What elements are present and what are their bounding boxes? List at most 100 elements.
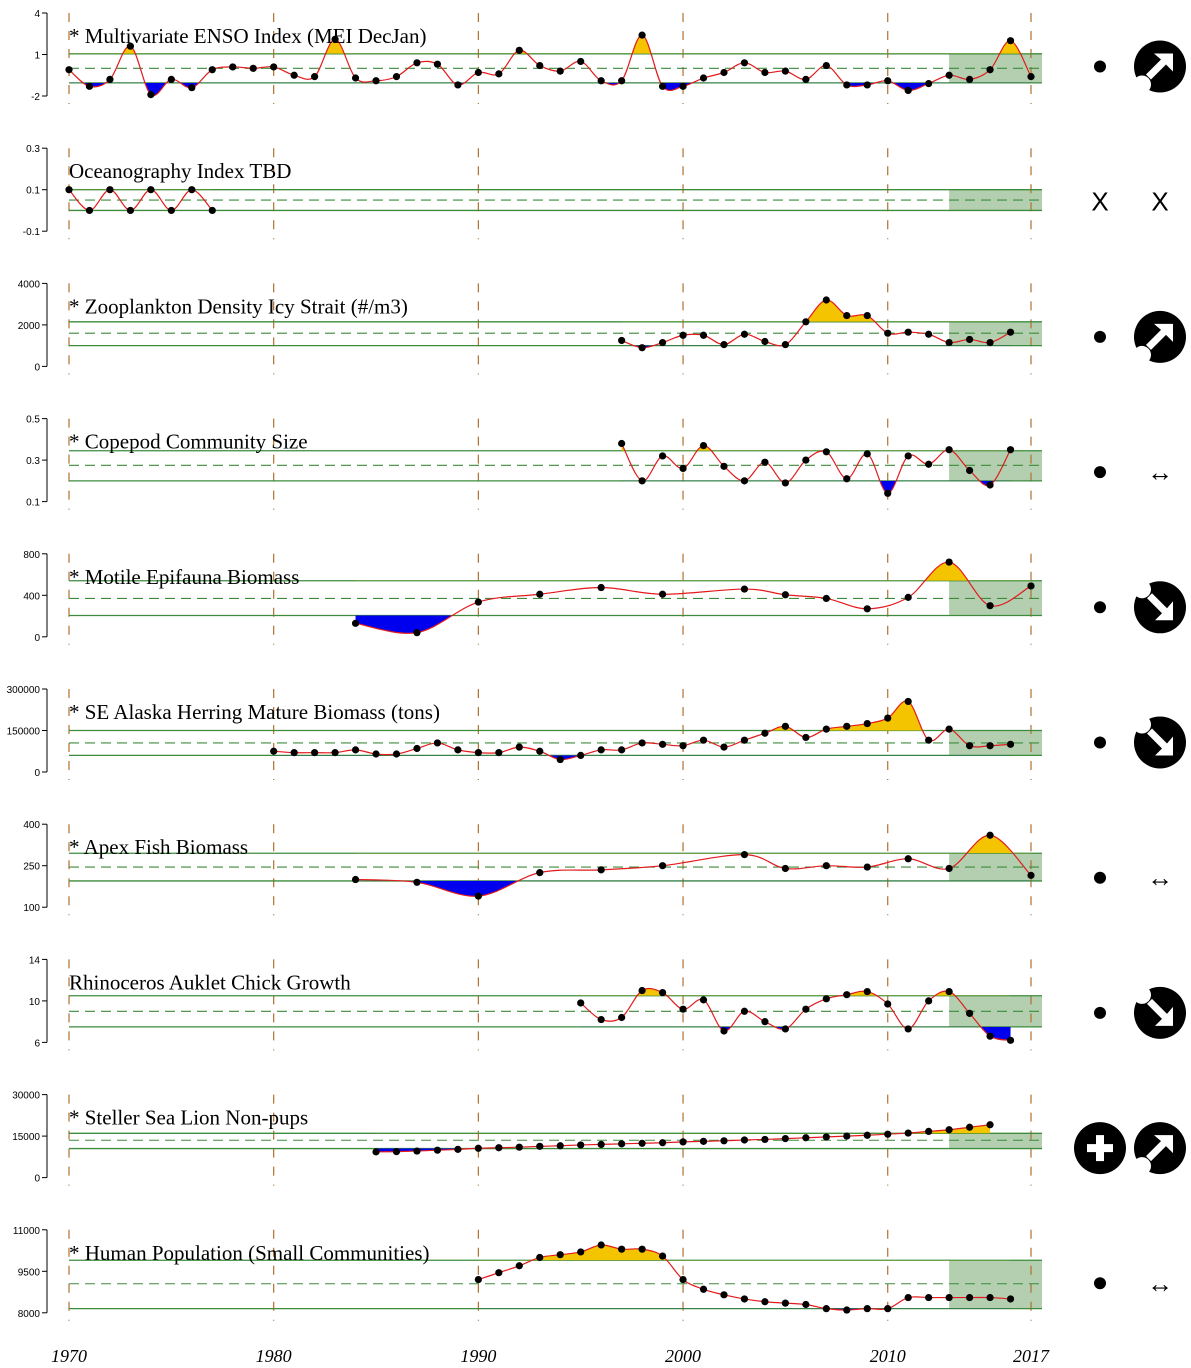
data-point: [638, 739, 646, 747]
y-tick-label: 400: [23, 591, 40, 602]
below-sd-fill: [355, 615, 453, 634]
data-point: [618, 336, 626, 345]
data-point: [945, 987, 953, 996]
data-point: [556, 755, 564, 764]
data-point: [965, 1123, 974, 1131]
data-point: [618, 1245, 626, 1253]
recent-period-band: [949, 853, 1042, 881]
data-point: [597, 1015, 605, 1024]
data-point: [740, 851, 749, 859]
y-tick-label: 0: [34, 768, 40, 779]
data-point: [802, 318, 810, 326]
data-point: [290, 749, 298, 757]
y-tick-label: 0: [34, 1174, 40, 1185]
data-point: [781, 341, 789, 349]
status-dot-icon: [1094, 601, 1106, 614]
data-point: [577, 999, 585, 1007]
data-point: [372, 1148, 380, 1156]
y-tick-label: 10: [29, 997, 41, 1008]
y-tick-label: 1: [34, 51, 40, 62]
data-point: [106, 75, 114, 83]
y-tick-label: 8000: [18, 1309, 41, 1320]
recent-period-band: [949, 1260, 1042, 1309]
data-point: [536, 590, 544, 598]
data-point: [720, 1027, 728, 1035]
y-tick-label: 30000: [12, 1091, 40, 1102]
panel-title: * Human Population (Small Communities): [69, 1241, 430, 1265]
data-point: [822, 1133, 830, 1141]
data-point: [699, 1137, 708, 1145]
indicator-panel: -0.1 0.1 0.3 Oceanography Index TBD X X: [23, 144, 1169, 240]
data-point: [658, 82, 667, 90]
data-point: [638, 1245, 646, 1253]
y-tick-label: 9500: [18, 1267, 41, 1278]
data-point: [925, 330, 933, 338]
data-point: [413, 1147, 421, 1155]
data-point: [781, 1299, 789, 1307]
data-point: [658, 862, 667, 870]
data-point: [474, 1276, 482, 1284]
data-point: [638, 31, 646, 39]
indicator-panel: 0 400 800 * Motile Epifauna Biomass: [23, 550, 1186, 645]
data-point: [965, 1009, 974, 1017]
arrow-down-right-icon: [1133, 580, 1186, 634]
panel-title: Rhinoceros Auklet Chick Growth: [69, 970, 351, 994]
data-point: [740, 736, 749, 744]
x-tick-label: 1990: [460, 1346, 496, 1366]
data-point: [454, 81, 462, 89]
panel-title: * Apex Fish Biomass: [69, 835, 248, 859]
recent-period-band: [949, 189, 1042, 211]
data-point: [945, 725, 953, 733]
y-tick-label: 400: [23, 820, 40, 831]
y-tick-label: 150000: [7, 727, 41, 738]
data-point: [884, 714, 892, 722]
plus-icon: [1074, 1122, 1126, 1175]
data-point: [699, 331, 708, 339]
data-point: [556, 1251, 564, 1259]
recent-period-band: [949, 321, 1042, 346]
data-point: [1027, 73, 1035, 81]
data-point: [699, 736, 708, 744]
data-point: [515, 1262, 523, 1270]
data-point: [658, 452, 667, 460]
data-point: [536, 61, 544, 70]
data-point: [433, 1146, 442, 1154]
data-point: [1006, 1036, 1015, 1044]
status-dot-icon: [1094, 1006, 1106, 1019]
indicator-panel: 0.1 0.3 0.5 * Copepod Community Size ↔: [26, 415, 1173, 510]
data-point: [761, 68, 769, 77]
arrow-up-right-icon: [1133, 310, 1186, 364]
data-point: [945, 558, 953, 566]
data-point: [945, 1293, 953, 1302]
data-point: [822, 61, 830, 70]
y-tick-label: 0: [34, 362, 40, 373]
data-point: [986, 1032, 994, 1040]
data-point: [618, 1013, 626, 1022]
data-point: [884, 489, 892, 497]
data-point: [618, 1140, 626, 1148]
data-point: [945, 1126, 953, 1134]
data-point: [372, 77, 380, 85]
panel-title: * Multivariate ENSO Index (MEI DecJan): [69, 24, 426, 48]
data-point: [679, 742, 687, 750]
recent-period-band: [949, 730, 1042, 756]
data-point: [495, 1144, 503, 1152]
recent-period-band: [949, 995, 1042, 1027]
status-dot-icon: [1094, 60, 1106, 73]
data-point: [761, 729, 769, 737]
arrow-down-right-icon: [1133, 715, 1186, 769]
data-point: [208, 66, 216, 74]
data-point: [658, 989, 667, 997]
data-point: [392, 750, 401, 758]
panel-title: * Steller Sea Lion Non-pups: [69, 1106, 308, 1130]
data-point: [863, 1305, 871, 1313]
data-point: [638, 477, 646, 485]
data-point: [781, 722, 789, 730]
data-point: [843, 991, 851, 999]
data-point: [699, 74, 708, 82]
data-point: [986, 831, 994, 839]
data-point: [863, 81, 871, 89]
data-point: [351, 746, 360, 754]
y-tick-label: 11000: [13, 1226, 41, 1237]
